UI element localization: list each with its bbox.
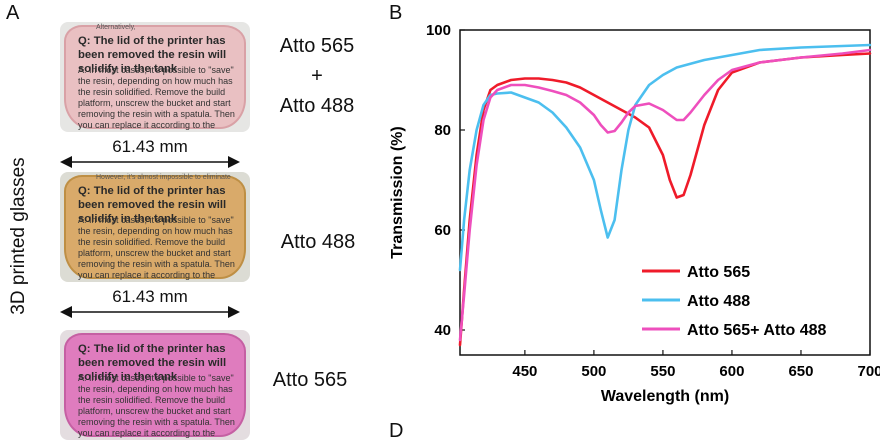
series-line-2 [458,48,872,342]
lens-tint [64,175,246,279]
legend-label: Atto 488 [687,293,750,310]
photo-answer-text: A: In most cases, it's possible to "save… [78,65,235,132]
glasses-photo-atto565: Q: The lid of the printer has been remov… [60,330,250,440]
photo-faint-text: Alternatively, [96,24,136,31]
dye-label-line: Atto 565 [279,35,355,57]
x-tick-label: 450 [512,363,537,380]
dye-label-line: Atto 488 [279,95,355,117]
y-axis-label: Transmission (%) [389,126,406,258]
photo-faint-text: However, it's almost impossible to elimi… [96,174,231,181]
dye-label-plus: + [311,65,323,87]
panel-label-d: D [389,420,404,442]
photo-question-text: Q: The lid of the printer has been remov… [78,343,227,383]
panel-label-b: B [389,2,403,24]
x-tick-label: 500 [581,363,606,380]
y-tick-label: 40 [434,322,451,339]
y-tick-label: 80 [434,122,451,139]
y-tick-label: 100 [426,22,451,39]
x-tick-label: 550 [650,363,675,380]
x-axis-label: Wavelength (nm) [601,388,729,405]
x-tick-label: 650 [788,363,813,380]
side-axis-label: 3D printed glasses [8,157,29,315]
glasses-photo-atto488: However, it's almost impossible to elimi… [60,172,250,282]
series-line-0 [458,52,872,347]
photo-answer-text: A: In most cases, it's possible to "save… [78,373,235,440]
photo-answer-text: A: In most cases, it's possible to "save… [78,215,235,282]
dye-label-line: Atto 565 [272,369,348,391]
y-tick-label: 60 [434,222,451,239]
double-arrow-icon [60,306,240,318]
measurement-value: 61.43 mm [112,137,188,156]
series-line-1 [458,43,872,272]
panel-label-a: A [6,2,20,24]
transmission-chart: 450 500 550 600 650 700 40 60 80 100 Wavelength (n… [389,22,880,405]
legend-label: Atto 565 [687,264,750,281]
legend-label: Atto 565+ Atto 488 [687,322,827,339]
lens-tint [64,25,246,129]
lens-tint [64,333,246,437]
dye-label-atto488: Atto 488 [258,227,378,257]
glasses-photo-combined: Alternatively, Q: The lid of the printer… [60,22,250,132]
plot-frame [459,29,871,356]
dye-label-atto565: Atto 565 [250,365,370,395]
width-measurement: 61.43 mm [60,137,240,168]
dye-label-line: Atto 488 [280,231,356,253]
measurement-value: 61.43 mm [112,287,188,306]
photo-question-text: Q: The lid of the printer has been remov… [78,185,227,225]
double-arrow-icon [60,156,240,168]
dye-label-combined: Atto 565 + Atto 488 [262,31,372,121]
x-tick-label: 700 [857,363,880,380]
x-tick-label: 600 [719,363,744,380]
photo-question-text: Q: The lid of the printer has been remov… [78,35,227,75]
width-measurement: 61.43 mm [60,287,240,318]
